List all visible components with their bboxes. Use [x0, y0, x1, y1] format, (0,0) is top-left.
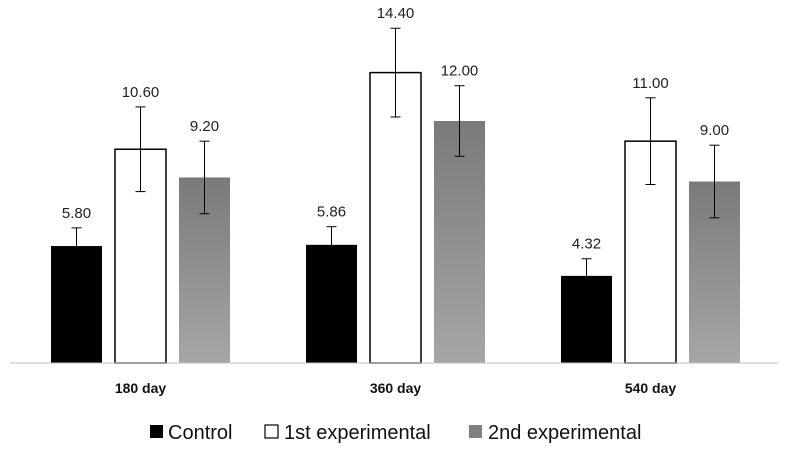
legend: Control 1st experimental 2nd experimental — [150, 422, 641, 444]
error-bars-group — [71, 27, 720, 294]
bar-second-experimental-2 — [434, 121, 485, 363]
legend-label: 1st experimental — [284, 422, 431, 444]
legend-label: Control — [168, 422, 232, 444]
legend-swatch — [150, 425, 163, 438]
value-label: 4.32 — [572, 236, 601, 253]
value-label: 12.00 — [441, 63, 479, 80]
value-label: 10.60 — [122, 84, 160, 101]
value-label: 14.40 — [377, 5, 415, 22]
value-label: 5.86 — [317, 204, 346, 221]
bar-control-1 — [51, 246, 102, 363]
legend-label: 2nd experimental — [488, 422, 641, 444]
category-label: 540 day — [625, 380, 677, 396]
bars-group — [51, 71, 740, 364]
bar-control-2 — [306, 244, 357, 363]
legend-swatch — [264, 424, 279, 439]
value-label: 11.00 — [632, 75, 668, 92]
category-label: 360 day — [370, 380, 422, 396]
legend-swatch — [469, 425, 482, 438]
category-labels-group: 180 day 360 day 540 day — [115, 380, 677, 396]
value-labels-group: 5.80 10.60 9.20 5.86 14.40 12.00 4.32 11.00 9.00 — [62, 5, 729, 253]
category-label: 180 day — [115, 380, 167, 396]
value-label: 9.20 — [190, 118, 219, 135]
value-label: 5.80 — [62, 205, 91, 222]
value-label: 9.00 — [700, 122, 729, 139]
